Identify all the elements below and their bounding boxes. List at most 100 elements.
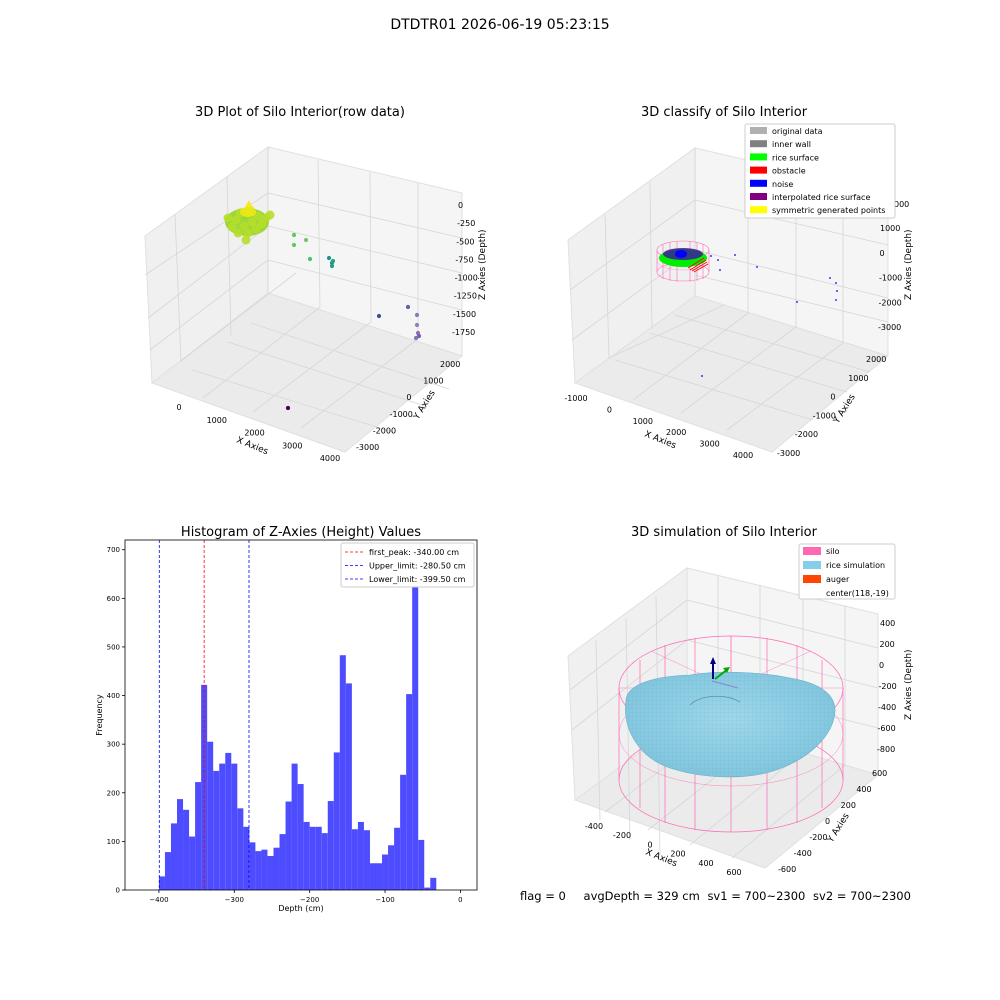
histogram-bar bbox=[303, 821, 310, 890]
classify-grid-lines bbox=[569, 148, 889, 431]
classify-x-ticks: -1000 0 1000 2000 3000 4000 bbox=[564, 394, 753, 460]
raw-x-tick-label: 4000 bbox=[320, 454, 340, 463]
raw-z-tick-label: -1750 bbox=[452, 328, 475, 337]
classify-x-tick-label: 1000 bbox=[633, 417, 653, 426]
classify-legend-swatch bbox=[750, 166, 767, 174]
classify-legend-label: noise bbox=[772, 180, 793, 189]
raw-point bbox=[376, 313, 382, 319]
classify-z-tick-label: -2000 bbox=[879, 298, 902, 307]
histogram-y-tick-label: 600 bbox=[107, 595, 120, 603]
raw-point bbox=[307, 256, 313, 262]
histogram-bar bbox=[418, 839, 425, 890]
raw-y-ticks: -3000 -2000 -1000 0 1000 2000 bbox=[356, 360, 460, 452]
raw-point bbox=[303, 237, 309, 243]
histogram-reference-lines bbox=[158, 540, 250, 890]
histogram-bar bbox=[412, 574, 419, 890]
simulation-z-tick-label: 0 bbox=[879, 661, 884, 670]
histogram-bar bbox=[382, 854, 389, 890]
raw-point bbox=[291, 232, 297, 238]
raw-point bbox=[414, 322, 420, 328]
histogram-bar bbox=[219, 763, 226, 890]
simulation-title: 3D simulation of Silo Interior bbox=[631, 525, 818, 540]
simulation-legend: silo rice simulation auger center(118,-19) bbox=[798, 543, 896, 600]
raw-y-tick-label: 1000 bbox=[423, 377, 443, 386]
histogram-bar bbox=[375, 863, 383, 890]
classify-z-tick-label: -1000 bbox=[879, 274, 902, 283]
histogram-bar bbox=[430, 877, 437, 890]
raw-z-tick-label: 0 bbox=[458, 201, 463, 210]
simulation-y-tick-label: 400 bbox=[856, 785, 871, 794]
histogram-x-label: Depth (cm) bbox=[278, 904, 323, 913]
raw-point bbox=[416, 333, 422, 339]
status-flag: flag = 0 bbox=[520, 889, 566, 903]
raw-z-ticks: 0 -250 -500 -750 -1000 -1250 -1500 -1750 bbox=[452, 201, 478, 337]
histogram-bar bbox=[351, 829, 358, 890]
classify-noise-cluster bbox=[675, 250, 687, 258]
raw-x-ticks: 0 1000 2000 3000 4000 bbox=[176, 403, 340, 463]
classify-x-tick-label: 2000 bbox=[666, 428, 686, 437]
raw-z-tick-label: -1500 bbox=[453, 310, 476, 319]
classify-y-tick-label: 1000 bbox=[848, 374, 868, 383]
raw-point bbox=[291, 242, 297, 248]
raw-y-tick-label: -2000 bbox=[373, 426, 396, 435]
raw-z-tick-label: -1000 bbox=[455, 274, 478, 283]
simulation-x-tick-label: 600 bbox=[726, 868, 741, 877]
histogram-legend: first_peak: -340.00 cm Upper_limit: -280.… bbox=[340, 542, 475, 588]
raw-point bbox=[231, 215, 241, 225]
depth-histogram: Histogram of Z-Axies (Height) Values −40… bbox=[95, 525, 478, 913]
histogram-bar bbox=[400, 774, 407, 890]
classify-noise-point bbox=[710, 255, 712, 257]
classify-obstacle-points bbox=[687, 257, 709, 273]
silo-simulation-3d: 3D simulation of Silo Interior -400 -200 0… bbox=[567, 525, 914, 877]
histogram-bar bbox=[357, 821, 364, 890]
simulation-z-tick-label: -400 bbox=[878, 703, 896, 712]
status-sv2: sv2 = 700~2300 bbox=[813, 889, 911, 903]
figure-suptitle: DTDTR01 2026-06-19 05:23:15 bbox=[390, 17, 610, 33]
status-avg-depth: avgDepth = 329 cm bbox=[583, 889, 700, 903]
histogram-bar bbox=[170, 823, 178, 890]
histogram-bar bbox=[309, 826, 316, 890]
histogram-bar bbox=[388, 845, 395, 890]
classify-z-top-tick: 000 bbox=[894, 200, 909, 209]
simulation-legend-label: center(118,-19) bbox=[826, 589, 889, 598]
simulation-z-ticks: 400 200 0 -200 -400 -600 -800 bbox=[877, 619, 897, 754]
classify-y-ticks: -3000 -2000 -1000 0 1000 2000 bbox=[777, 355, 886, 458]
classify-legend-swatch bbox=[750, 206, 767, 214]
classify-legend-swatch bbox=[750, 127, 767, 134]
classify-plot-title: 3D classify of Silo Interior bbox=[641, 105, 808, 120]
raw-point bbox=[285, 405, 291, 411]
classify-legend-label: rice surface bbox=[772, 153, 819, 162]
classify-legend-label: obstacle bbox=[772, 167, 806, 176]
histogram-y-ticks: 0 100 200 300 400 500 600 700 bbox=[107, 546, 125, 895]
raw-x-tick-label: 2000 bbox=[244, 429, 264, 438]
histogram-bar bbox=[225, 752, 232, 890]
histogram-bar bbox=[213, 770, 220, 890]
histogram-bar bbox=[164, 852, 171, 890]
status-line: flag = 0 avgDepth = 329 cm sv1 = 700~230… bbox=[520, 889, 911, 903]
classify-legend-label: symmetric generated points bbox=[772, 206, 885, 215]
classify-noise-point bbox=[734, 254, 736, 256]
raw-point bbox=[240, 207, 256, 217]
raw-point bbox=[329, 263, 335, 269]
raw-point bbox=[239, 221, 249, 231]
simulation-y-tick-label: 600 bbox=[872, 769, 887, 778]
simulation-x-tick-label: 0 bbox=[647, 840, 652, 849]
simulation-z-tick-label: -600 bbox=[878, 724, 896, 733]
histogram-bar bbox=[158, 876, 165, 890]
raw-floor-pane bbox=[150, 292, 464, 453]
raw-z-tick-label: -500 bbox=[456, 237, 474, 246]
classify-noise-point bbox=[829, 277, 831, 279]
classify-noise-point bbox=[756, 266, 758, 268]
histogram-bar bbox=[333, 752, 340, 890]
histogram-bar bbox=[207, 741, 214, 890]
raw-point bbox=[247, 217, 257, 227]
histogram-y-tick-label: 100 bbox=[107, 838, 120, 846]
classify-y-tick-label: -3000 bbox=[777, 449, 800, 458]
raw-point bbox=[326, 255, 332, 261]
histogram-bar bbox=[243, 826, 250, 890]
simulation-y-tick-label: -600 bbox=[778, 865, 796, 874]
histogram-y-tick-label: 700 bbox=[107, 546, 120, 554]
classify-noise-point bbox=[796, 301, 798, 303]
simulation-y-tick-label: -200 bbox=[809, 833, 827, 842]
status-sv1: sv1 = 700~2300 bbox=[707, 889, 806, 903]
